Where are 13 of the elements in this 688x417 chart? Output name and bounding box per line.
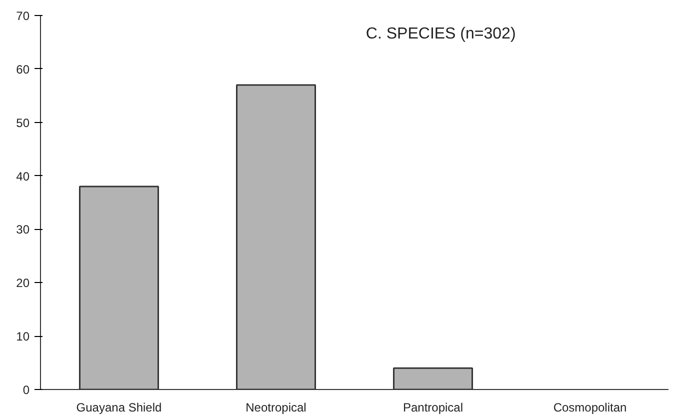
- y-tick-label: 50: [16, 116, 30, 130]
- x-tick-label: Guayana Shield: [76, 400, 162, 414]
- y-tick-label: 0: [22, 383, 30, 397]
- x-tick-label: Pantropical: [402, 400, 464, 414]
- y-tick-label: 70: [16, 9, 30, 23]
- y-tick-label: 40: [16, 169, 30, 184]
- y-tick-label: 60: [16, 62, 30, 76]
- text: C. SPECIES (n=302): [366, 26, 516, 43]
- x-tick-label: Neotropical: [246, 400, 306, 414]
- y-tick-label: 20: [16, 276, 30, 290]
- y-tick-label: 10: [16, 330, 30, 344]
- y-tick-label: 30: [16, 222, 30, 237]
- x-tick-label: Cosmopolitan: [553, 400, 627, 414]
